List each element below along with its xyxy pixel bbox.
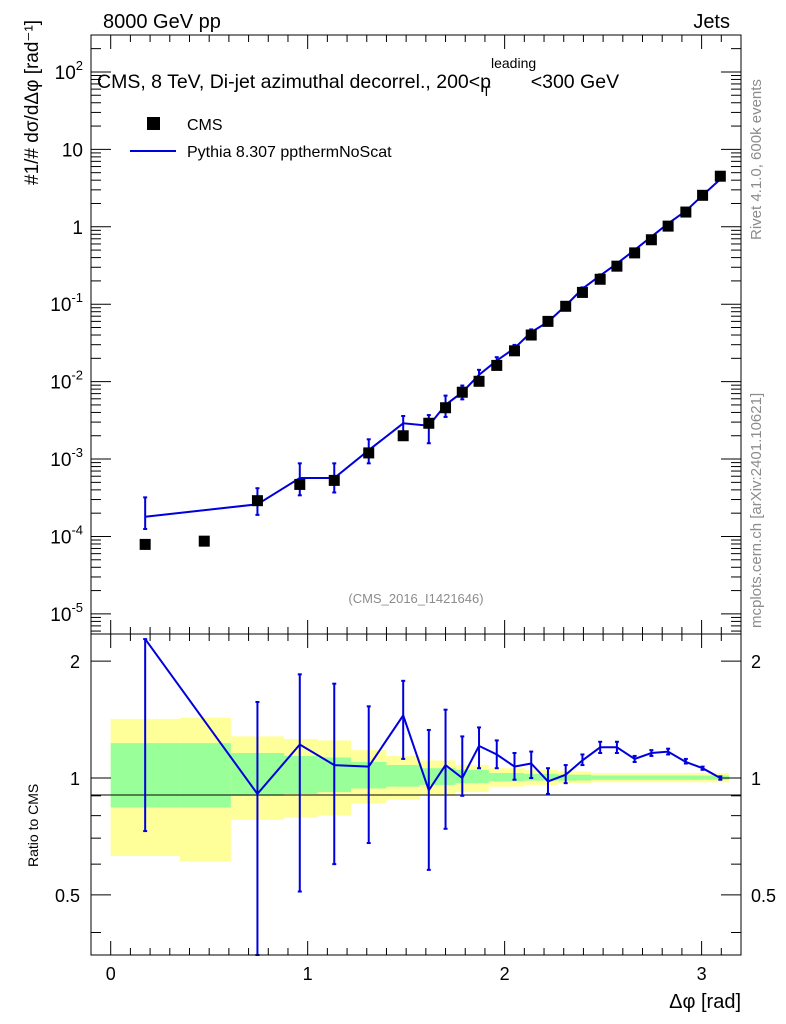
x-tick-label: 3 [697,964,707,984]
band-green [524,773,558,781]
title-end: <300 GeV [531,71,619,93]
y-axis-title-ratio: Ratio to CMS [25,784,41,867]
cms-data-point [473,375,485,387]
y-tick-label-ratio: 0.5 [55,886,80,906]
y-tick-label-top: 10-5 [50,600,83,626]
x-tick-label: 1 [303,964,313,984]
y-tick-label-base: 1 [72,218,83,239]
cms-data-point [456,386,468,398]
y-tick-label-exp: -3 [71,445,83,460]
band-green [591,775,730,780]
y-tick-label-ratio: 1 [70,769,80,789]
y-tick-label-ratio-right: 0.5 [751,886,776,906]
y-axis-title-ratio-text: Ratio to CMS [25,784,41,867]
x-axis-title: Δφ [rad] [669,991,741,1013]
y-tick-label-top: 1 [72,218,83,239]
title-main: CMS, 8 TeV, Di-jet azimuthal decorrel., … [97,71,491,93]
cms-data-point [542,315,554,327]
cms-data-point [697,189,709,201]
top-data-layer [139,170,726,550]
y-tick-label-top: 10-3 [50,445,83,471]
cms-data-point [645,234,657,246]
ratio-panel: 0 1 2 3 0.5 0.5 1 1 2 2 [55,633,776,984]
y-tick-label-base: 10 [50,450,71,471]
ratio-frame [90,633,742,956]
cms-data-point [491,359,503,371]
band-green [488,773,525,782]
x-tick-label: 2 [500,964,510,984]
cms-data-point [560,300,572,312]
y-tick-label-exp: -5 [71,600,83,615]
y-tick-label-top: 102 [55,58,83,84]
y-tick-label-ratio-right: 2 [751,652,761,672]
y-tick-label-base: 10 [55,63,76,84]
legend: CMS Pythia 8.307 ppthermNoScat [130,117,392,161]
y-tick-label-ratio-right: 1 [751,769,761,789]
legend-pythia-label: Pythia 8.307 ppthermNoScat [187,144,392,161]
band-green [386,765,420,787]
cms-data-point [594,273,606,285]
rivet-label: Rivet 4.1.0, 600k events [748,79,765,240]
y-tick-label-base: 10 [50,527,71,548]
title-sup: leading [491,55,536,71]
y-tick-label-exp: -1 [71,290,83,305]
cms-data-point [508,345,520,357]
y-tick-label-top: 10-1 [50,290,83,316]
title-sub: T [482,83,491,99]
mcplots-label-text: mcplots.cern.ch [arXiv:2401.10621] [748,393,765,628]
ratio-data-layer [143,638,723,956]
ratio-line [144,638,721,796]
cms-data-point [714,170,726,182]
cms-data-point [611,260,623,272]
y-tick-label-base: 10 [50,295,71,316]
analysis-tag: (CMS_2016_I1421646) [348,591,483,606]
mcplots-label: mcplots.cern.ch [arXiv:2401.10621] [748,393,765,628]
y-tick-label-top: 10-2 [50,368,83,394]
y-tick-label-base: 10 [50,373,71,394]
y-tick-label-exp: -2 [71,368,83,383]
y-tick-label-exp: -4 [71,522,83,537]
process-label: Jets [693,11,730,33]
y-tick-label-top: 10 [62,140,83,161]
cms-data-point [294,478,306,490]
cms-data-point [328,474,340,486]
cms-data-point [423,417,435,429]
y-tick-label-base: 10 [50,605,71,626]
y-axis-title-top: #1/# dσ/dΔφ [rad⁻¹] [22,20,43,185]
legend-cms-label: CMS [187,117,223,134]
cms-data-point [440,402,452,414]
y-tick-label-top: 10-4 [50,522,83,548]
cms-data-point [363,447,375,459]
ratio-axis-ticks: 0 1 2 3 0.5 0.5 1 1 2 2 [55,634,776,984]
y-tick-label-exp: 2 [76,58,83,73]
rivet-label-text: Rivet 4.1.0, 600k events [748,79,765,240]
cms-data-point [576,286,588,298]
beam-label: 8000 GeV pp [103,11,221,33]
cms-data-point [139,538,151,550]
cms-data-point [629,247,641,259]
chart-title: CMS, 8 TeV, Di-jet azimuthal decorrel., … [97,55,619,99]
legend-cms-marker [147,117,160,130]
cms-data-point [525,329,537,341]
band-green [179,743,231,808]
y-tick-label-base: 10 [62,140,83,161]
x-tick-label: 0 [106,964,116,984]
cms-data-point [198,535,210,547]
cms-data-point [680,206,692,218]
cms-data-point [397,430,409,442]
cms-data-point [662,220,674,232]
band-green [557,774,592,781]
cms-data-point [251,495,263,507]
ratio-bands [110,717,730,862]
y-tick-label-ratio: 2 [70,652,80,672]
y-axis-title-top-text: #1/# dσ/dΔφ [rad⁻¹] [22,20,43,185]
mc-line [145,178,721,518]
